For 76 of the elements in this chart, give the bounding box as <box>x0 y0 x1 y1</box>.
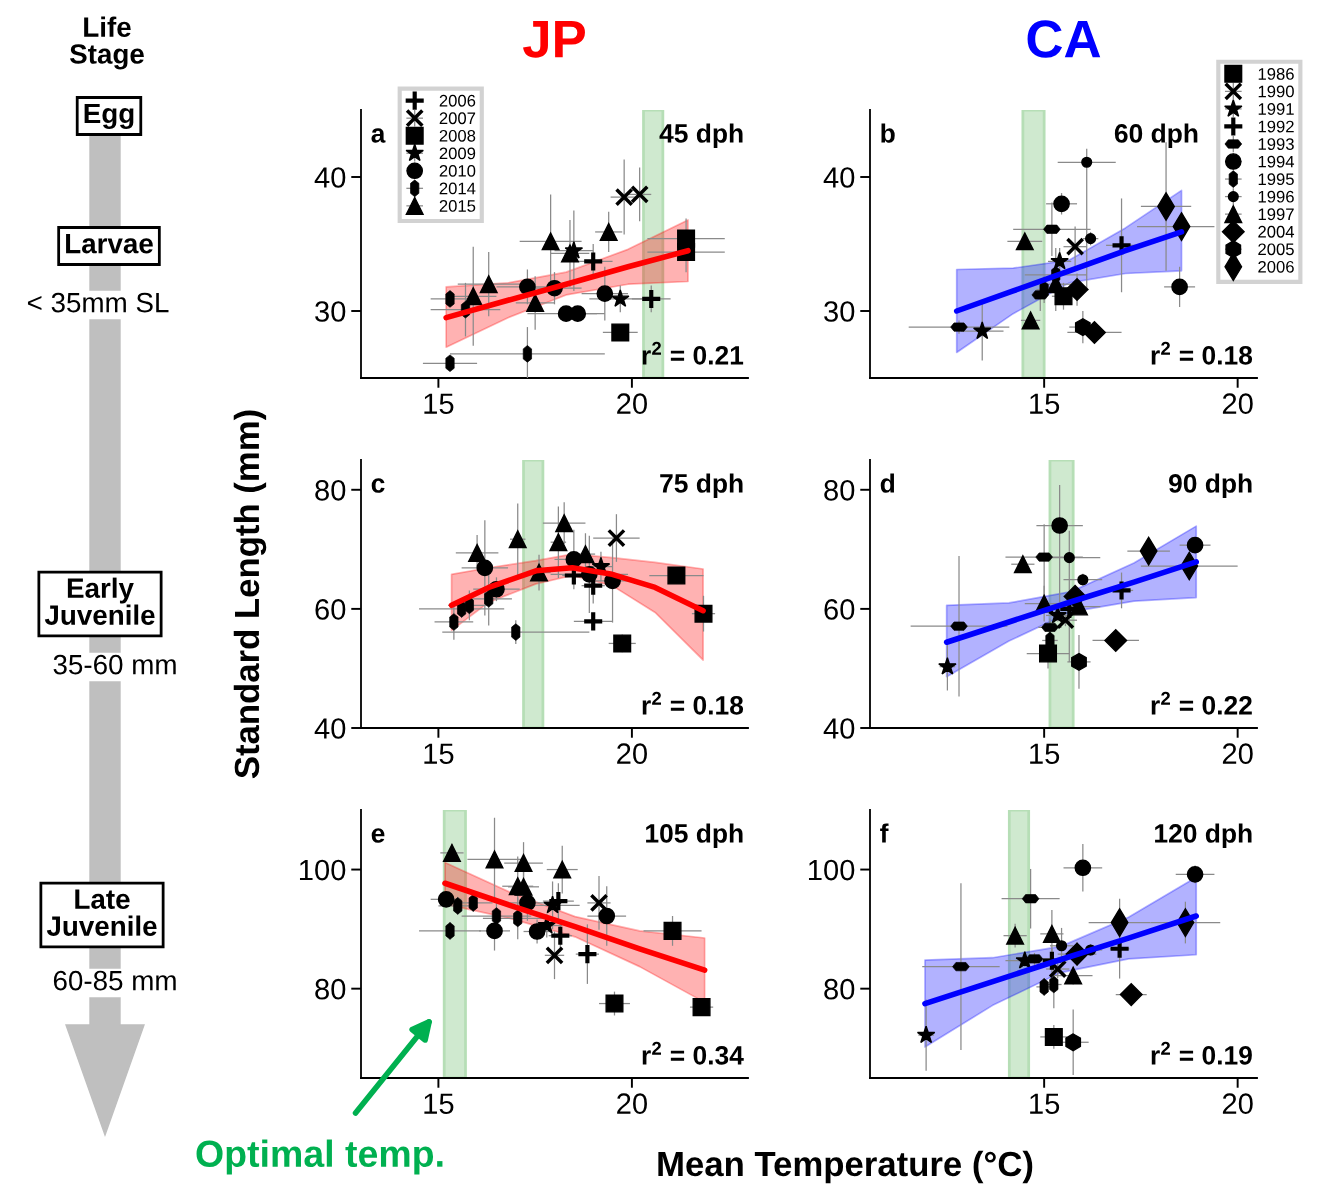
legend-label: 1997 <box>1258 208 1294 221</box>
annotation: 120 dph <box>1155 823 1252 848</box>
y-axis-title: Standard Length (mm) <box>233 410 267 779</box>
text: < 35mm SL <box>27 292 169 313</box>
legend-label: 2015 <box>439 200 476 212</box>
legend-label: 1986 <box>1258 68 1294 80</box>
y-tick-label: 80 <box>315 978 346 1000</box>
annotation: e <box>371 828 385 843</box>
y-tick-label: 30 <box>315 301 346 322</box>
text: Early Juvenile <box>44 577 155 625</box>
y-tick-label: 60 <box>824 599 855 620</box>
legend-label: 1992 <box>1258 120 1294 133</box>
legend-label: 1993 <box>1258 138 1294 150</box>
annotation: 105 dph <box>646 823 743 848</box>
legend-label: 2014 <box>439 182 476 195</box>
chart-title: CA <box>1027 20 1101 58</box>
annotation: 75 dph <box>660 473 743 498</box>
x-tick-label: 15 <box>424 743 454 765</box>
legend-label: 2006 <box>1258 260 1294 273</box>
legend-label: 2010 <box>439 164 476 177</box>
y-tick-label: 80 <box>824 479 855 501</box>
y-tick-label: 40 <box>314 718 346 739</box>
x-tick-label: 20 <box>617 743 647 765</box>
annotation: b <box>881 123 895 143</box>
text: Late Juvenile <box>46 889 157 936</box>
annotation: 90 dph <box>1169 473 1252 498</box>
x-tick-label: 20 <box>617 393 647 415</box>
x-tick-label: 15 <box>1030 743 1060 765</box>
annotation: 60 dph <box>1114 123 1198 148</box>
y-tick-label: 80 <box>824 978 855 1000</box>
x-tick-label: 15 <box>424 1093 454 1115</box>
x-tick-label: 15 <box>1030 1093 1060 1115</box>
y-tick-label: 100 <box>299 859 346 881</box>
legend-label: 2008 <box>439 129 476 142</box>
text: 35-60 mm <box>53 654 176 675</box>
annotation: f <box>880 823 889 843</box>
annotation: r$^{2}$ = 0.19 <box>1151 1041 1252 1065</box>
annotation: d <box>880 473 895 493</box>
annotation: a <box>371 128 386 143</box>
x-tick-label: 20 <box>1222 1093 1253 1115</box>
legend-label: 1990 <box>1258 85 1294 98</box>
legend-label: 2005 <box>1258 243 1294 256</box>
x-tick-label: 15 <box>1030 393 1060 415</box>
y-tick-label: 30 <box>824 301 855 322</box>
y-tick-label: 60 <box>315 599 346 620</box>
x-tick-label: 20 <box>617 1093 647 1115</box>
chart-title: JP <box>523 20 585 58</box>
legend-label: 2006 <box>439 94 476 107</box>
legend-label: 2004 <box>1258 225 1295 238</box>
annotation: r$^{2}$ = 0.21 <box>642 341 744 365</box>
annotation: c <box>371 478 385 493</box>
text: Larvae <box>66 234 153 254</box>
text: Optimal temp. <box>196 1139 443 1175</box>
annotation: r$^{2}$ = 0.18 <box>642 691 744 715</box>
x-axis-title: Mean Temperature (°C) <box>658 1150 1033 1184</box>
legend-label: 2009 <box>439 147 476 160</box>
legend-label: 1994 <box>1258 155 1295 168</box>
legend-label: 2007 <box>439 112 476 125</box>
annotation: r$^{2}$ = 0.34 <box>642 1041 744 1065</box>
x-tick-label: 20 <box>1222 743 1253 765</box>
annotation: r$^{2}$ = 0.18 <box>1151 341 1253 365</box>
annotation: 45 dph <box>659 123 743 148</box>
y-tick-label: 40 <box>823 167 855 188</box>
y-tick-label: 40 <box>314 167 346 188</box>
legend-label: 1995 <box>1258 173 1294 186</box>
y-tick-label: 100 <box>808 859 855 881</box>
legend-label: 1991 <box>1258 103 1294 115</box>
text: Life Stage <box>69 16 144 70</box>
x-tick-label: 15 <box>424 393 454 415</box>
y-tick-label: 80 <box>315 479 346 501</box>
text: 60-85 mm <box>53 970 176 991</box>
y-tick-label: 40 <box>823 718 855 739</box>
text: Egg <box>84 103 134 129</box>
x-tick-label: 20 <box>1222 393 1253 415</box>
annotation: r$^{2}$ = 0.22 <box>1151 691 1252 715</box>
legend-label: 1996 <box>1258 190 1294 203</box>
